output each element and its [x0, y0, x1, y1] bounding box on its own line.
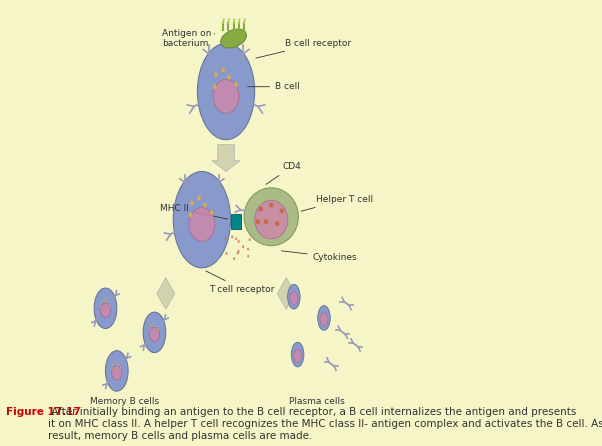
Text: After initially binding an antigen to the B cell receptor, a B cell internalizes: After initially binding an antigen to th…	[48, 407, 602, 442]
Text: Helper T cell: Helper T cell	[301, 195, 374, 211]
Ellipse shape	[255, 200, 288, 239]
Ellipse shape	[190, 200, 194, 205]
Ellipse shape	[242, 245, 244, 248]
Text: MHC II: MHC II	[161, 203, 228, 219]
Ellipse shape	[288, 285, 300, 309]
Text: CD4: CD4	[266, 162, 301, 184]
Ellipse shape	[117, 364, 119, 366]
Text: T cell receptor: T cell receptor	[206, 271, 275, 293]
Ellipse shape	[189, 212, 192, 217]
Ellipse shape	[231, 235, 234, 238]
Ellipse shape	[258, 206, 263, 211]
Ellipse shape	[320, 313, 328, 326]
Polygon shape	[212, 145, 240, 171]
Ellipse shape	[294, 350, 302, 363]
Ellipse shape	[94, 288, 117, 329]
Ellipse shape	[214, 72, 218, 77]
Ellipse shape	[237, 250, 240, 253]
Text: Cytokines: Cytokines	[282, 251, 358, 262]
Ellipse shape	[227, 74, 231, 79]
Ellipse shape	[153, 322, 154, 324]
Ellipse shape	[158, 328, 159, 330]
Ellipse shape	[318, 306, 330, 330]
Ellipse shape	[111, 368, 113, 370]
Text: Memory B cells: Memory B cells	[90, 397, 159, 406]
Ellipse shape	[105, 351, 128, 391]
Ellipse shape	[115, 361, 116, 363]
Text: Plasma cells: Plasma cells	[288, 397, 344, 406]
Ellipse shape	[120, 367, 122, 369]
Ellipse shape	[238, 240, 240, 243]
Ellipse shape	[279, 209, 284, 213]
Ellipse shape	[197, 196, 201, 200]
Ellipse shape	[197, 43, 255, 140]
Ellipse shape	[247, 255, 249, 258]
Ellipse shape	[233, 257, 235, 260]
Ellipse shape	[143, 312, 166, 353]
Text: Antigen on
bacterium: Antigen on bacterium	[162, 29, 215, 48]
Ellipse shape	[244, 188, 299, 246]
Ellipse shape	[291, 342, 304, 367]
Ellipse shape	[203, 203, 206, 208]
Text: B cell receptor: B cell receptor	[256, 39, 351, 58]
Ellipse shape	[150, 324, 151, 326]
Ellipse shape	[222, 67, 225, 72]
Ellipse shape	[173, 171, 231, 268]
Ellipse shape	[101, 305, 102, 307]
Ellipse shape	[235, 237, 237, 240]
Ellipse shape	[101, 300, 102, 302]
Ellipse shape	[210, 210, 214, 215]
Ellipse shape	[237, 252, 239, 255]
Ellipse shape	[112, 366, 122, 380]
Ellipse shape	[249, 238, 251, 241]
Ellipse shape	[234, 82, 238, 87]
Ellipse shape	[101, 303, 111, 318]
Ellipse shape	[221, 29, 246, 48]
Ellipse shape	[155, 325, 157, 327]
Ellipse shape	[213, 84, 216, 89]
Ellipse shape	[106, 301, 107, 303]
Ellipse shape	[275, 221, 279, 226]
Ellipse shape	[109, 304, 110, 306]
Ellipse shape	[255, 219, 260, 224]
Text: B cell: B cell	[247, 82, 300, 91]
Ellipse shape	[149, 327, 160, 342]
Ellipse shape	[104, 298, 105, 300]
Ellipse shape	[269, 203, 273, 208]
Ellipse shape	[112, 363, 114, 365]
Ellipse shape	[213, 79, 239, 113]
Ellipse shape	[149, 329, 150, 331]
Text: Figure 17.17: Figure 17.17	[6, 407, 81, 417]
Polygon shape	[157, 277, 175, 309]
FancyBboxPatch shape	[231, 214, 241, 229]
Ellipse shape	[247, 248, 249, 251]
Polygon shape	[278, 277, 296, 309]
Ellipse shape	[264, 219, 268, 224]
Ellipse shape	[189, 208, 215, 241]
Ellipse shape	[290, 292, 298, 305]
Ellipse shape	[225, 252, 228, 255]
Ellipse shape	[225, 237, 227, 240]
